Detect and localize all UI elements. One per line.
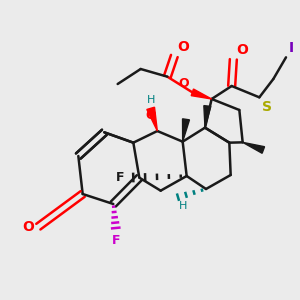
Text: O: O <box>22 220 34 234</box>
Text: S: S <box>262 100 272 114</box>
Text: F: F <box>116 171 124 184</box>
Text: O: O <box>236 43 248 57</box>
Text: H: H <box>146 95 155 105</box>
Text: O: O <box>177 40 189 54</box>
Polygon shape <box>204 106 211 128</box>
Polygon shape <box>182 119 190 142</box>
Polygon shape <box>191 89 212 99</box>
Polygon shape <box>243 142 265 153</box>
Text: I: I <box>289 41 294 55</box>
Text: O: O <box>179 77 189 90</box>
Text: H: H <box>179 201 188 211</box>
Text: F: F <box>112 234 120 247</box>
Polygon shape <box>147 107 157 131</box>
Text: O: O <box>146 109 156 122</box>
